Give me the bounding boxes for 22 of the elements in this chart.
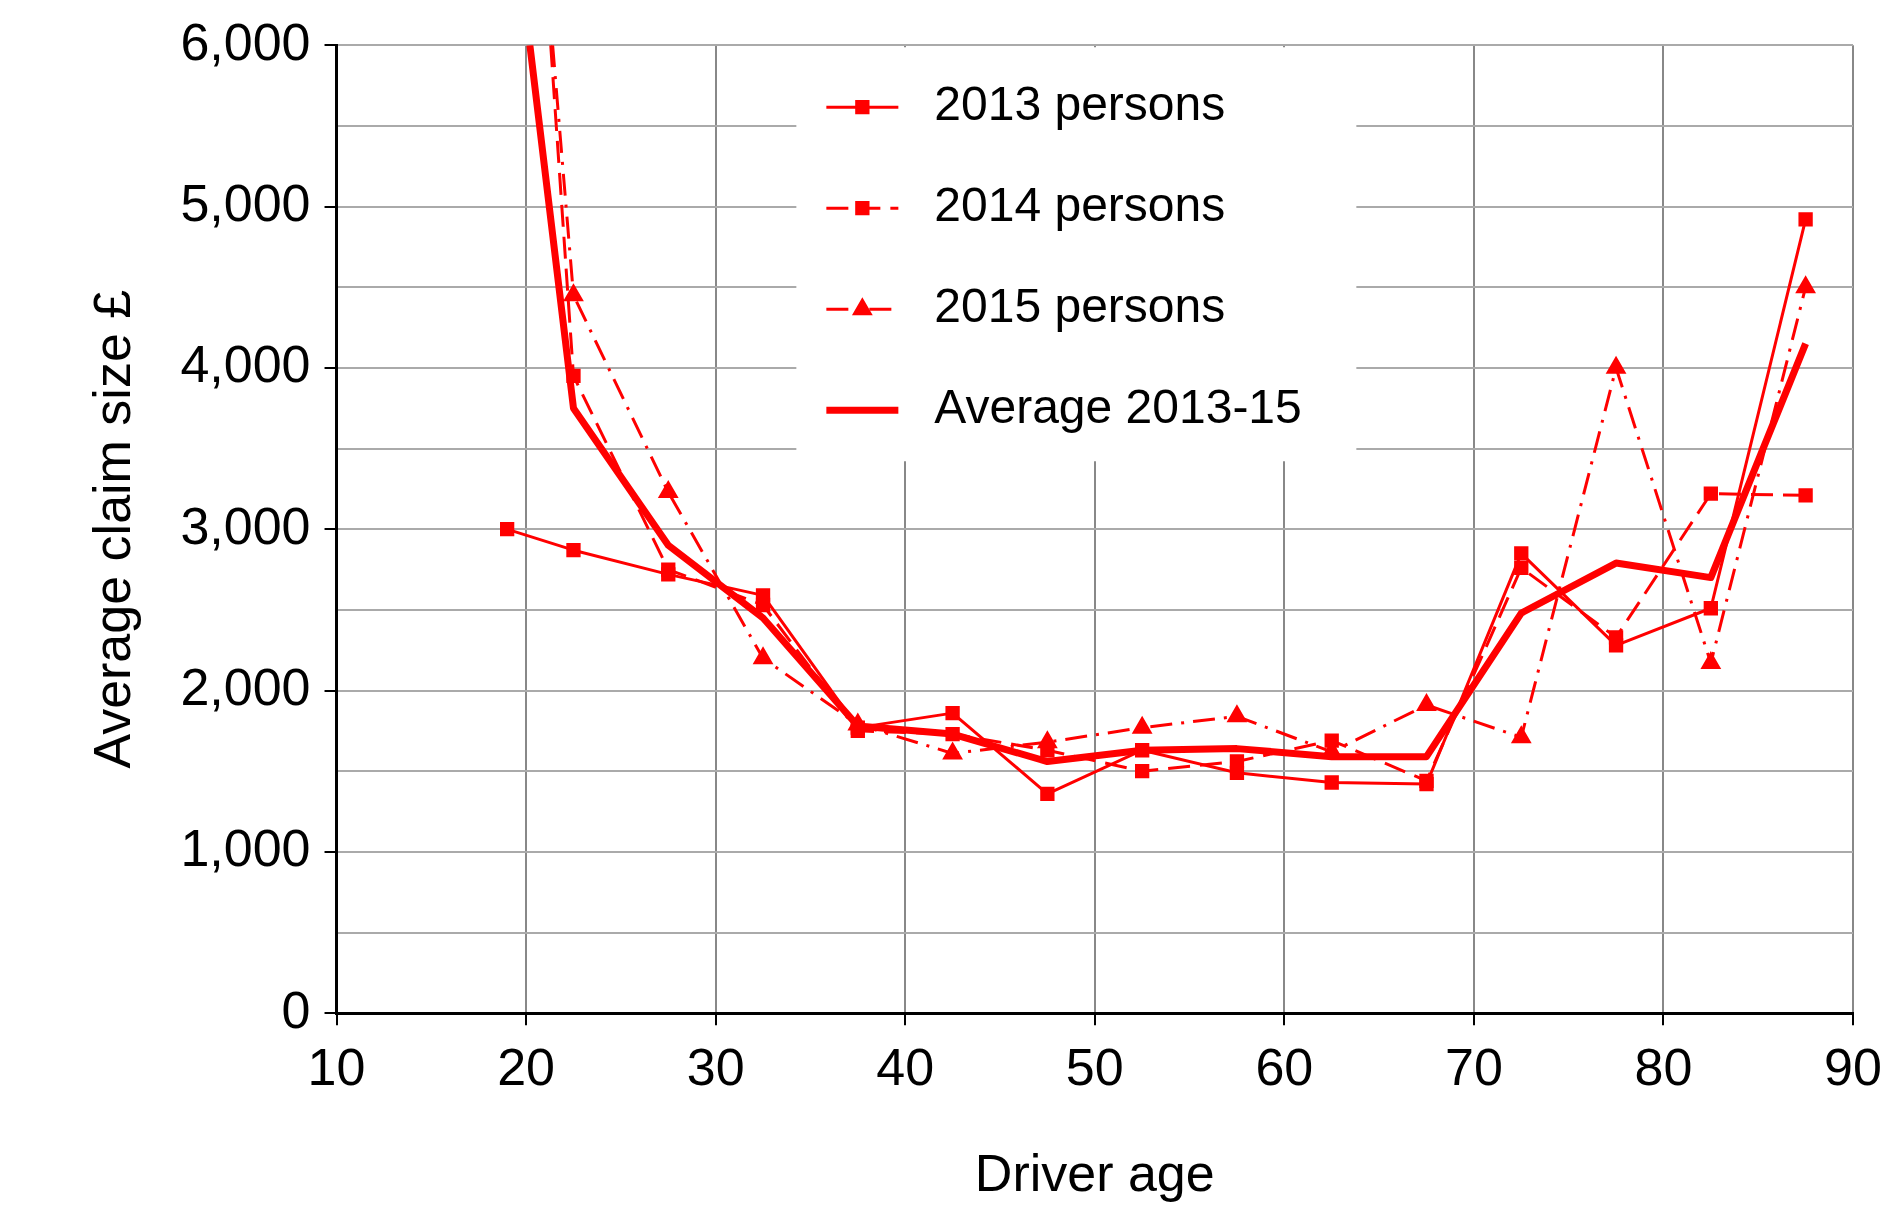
y-tick-label: 2,000 <box>180 657 311 716</box>
y-tick-label: 0 <box>281 980 311 1039</box>
legend-label: Average 2013-15 <box>934 380 1302 434</box>
x-tick-label: 30 <box>686 1037 745 1096</box>
y-tick-label: 5,000 <box>180 173 311 232</box>
y-tick-label: 6,000 <box>180 12 311 71</box>
legend-label: 2015 persons <box>934 279 1226 333</box>
x-tick-label: 40 <box>876 1037 935 1096</box>
y-tick-label: 4,000 <box>180 335 311 394</box>
x-tick-label: 60 <box>1255 1037 1314 1096</box>
y-axis-title: Average claim size £ <box>82 289 141 769</box>
y-tick-label: 3,000 <box>180 496 311 555</box>
x-tick-label: 20 <box>497 1037 556 1096</box>
x-tick-label: 80 <box>1634 1037 1693 1096</box>
x-axis-title: Driver age <box>974 1144 1215 1203</box>
x-tick-label: 90 <box>1824 1037 1882 1096</box>
x-tick-label: 10 <box>307 1037 366 1096</box>
x-tick-label: 50 <box>1065 1037 1124 1096</box>
x-tick-label: 70 <box>1444 1037 1503 1096</box>
legend-label: 2014 persons <box>934 178 1226 232</box>
legend-label: 2013 persons <box>934 77 1226 131</box>
y-tick-label: 1,000 <box>180 819 311 878</box>
